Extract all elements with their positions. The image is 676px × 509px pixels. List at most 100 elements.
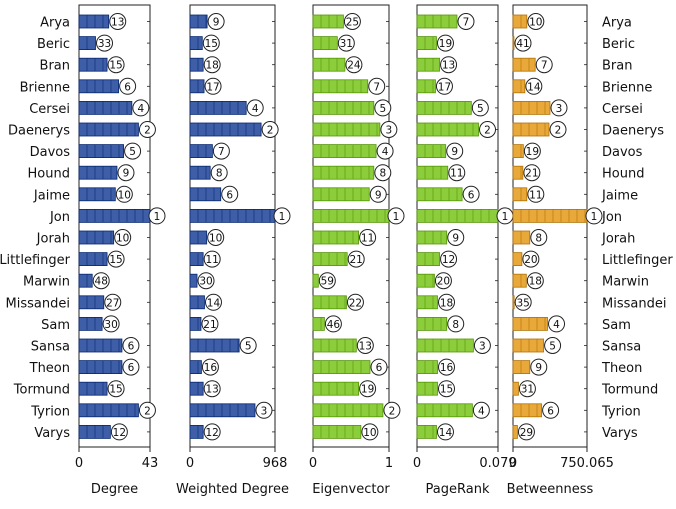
rank-label: 8 — [535, 233, 542, 245]
x-tick-label: 750.065 — [560, 456, 614, 471]
rank-label: 14 — [527, 81, 541, 93]
rank-label: 3 — [261, 405, 268, 417]
rank-label: 7 — [541, 60, 548, 72]
rank-circle — [204, 293, 222, 311]
rank-label: 9 — [452, 233, 459, 245]
bar-group: 21 — [312, 250, 365, 268]
bar — [189, 252, 204, 267]
rank-circle — [548, 315, 566, 333]
rank-circle — [221, 185, 239, 203]
bar-group: 2 — [78, 121, 156, 138]
bar-group: 19 — [512, 142, 541, 160]
bar-group: 48 — [78, 272, 110, 290]
bar-group: 41 — [512, 34, 532, 52]
rank-label: 1 — [591, 211, 598, 223]
rank-label: 59 — [321, 276, 334, 288]
rank-label: 6 — [376, 362, 383, 374]
rank-label: 14 — [207, 297, 221, 309]
bar — [512, 187, 528, 202]
bar-group: 6 — [416, 185, 480, 203]
left-name-label: Cersei — [29, 102, 70, 117]
rank-circle — [201, 358, 219, 376]
rank-circle — [530, 229, 548, 246]
bar — [512, 14, 528, 29]
bar-group: 20 — [416, 272, 452, 290]
bar — [512, 36, 515, 50]
rank-circle — [138, 401, 156, 419]
rank-label: 10 — [116, 233, 129, 245]
rank-label: 15 — [109, 384, 122, 396]
bar-group: 19 — [312, 380, 377, 398]
rank-circle — [434, 272, 452, 290]
rank-circle — [115, 185, 133, 203]
bar-group: 5 — [312, 99, 392, 117]
bar — [416, 424, 437, 439]
x-tick-label: 0.079 — [479, 456, 516, 471]
bar — [78, 338, 123, 353]
bar — [416, 403, 473, 418]
bar — [312, 295, 347, 310]
rank-label: 12 — [442, 254, 455, 266]
bar — [312, 208, 390, 223]
right-name-label: Cersei — [602, 102, 643, 117]
bar-group: 6 — [189, 185, 239, 203]
rank-label: 9 — [375, 189, 382, 201]
right-name-label: Tormund — [601, 383, 658, 398]
rank-circle — [435, 77, 453, 95]
bar — [78, 122, 139, 137]
rank-label: 31 — [340, 38, 353, 50]
bar-group: 30 — [78, 315, 120, 333]
bar — [312, 338, 357, 353]
rank-label: 6 — [128, 341, 135, 353]
bar — [416, 122, 479, 137]
rank-label: 17 — [206, 81, 219, 93]
bar — [416, 381, 438, 396]
bar-group: 2 — [512, 121, 567, 138]
rank-circle — [203, 56, 221, 74]
bar — [189, 403, 256, 418]
rank-label: 2 — [484, 125, 491, 137]
bar-group: 1 — [312, 207, 405, 225]
rank-circle — [473, 337, 491, 354]
rank-circle — [440, 250, 458, 268]
rank-label: 5 — [245, 341, 252, 353]
rank-circle — [457, 13, 475, 30]
bar-group: 11 — [312, 229, 377, 246]
rank-label: 41 — [516, 38, 529, 50]
bar-group: 16 — [416, 358, 456, 376]
rank-circle — [201, 315, 219, 333]
bar — [416, 316, 448, 331]
rank-circle — [337, 34, 355, 52]
right-name-label: Jon — [601, 210, 622, 225]
bar — [416, 273, 435, 288]
rank-label: 9 — [123, 168, 130, 180]
rank-label: 18 — [205, 60, 218, 72]
bar — [512, 381, 519, 396]
rank-label: 21 — [350, 254, 363, 266]
rank-circle — [343, 13, 361, 30]
bar — [512, 338, 544, 353]
bar — [512, 122, 550, 137]
bar-group: 13 — [189, 380, 221, 398]
rank-circle — [207, 13, 225, 30]
bar-group: 12 — [78, 423, 128, 441]
bar — [189, 273, 198, 288]
bar — [78, 165, 118, 180]
bar — [78, 230, 115, 245]
bar — [416, 252, 440, 267]
bar — [189, 230, 208, 245]
rank-label: 10 — [118, 189, 131, 201]
rank-label: 9 — [213, 17, 220, 29]
rank-label: 6 — [124, 81, 131, 93]
bar — [416, 338, 474, 353]
bar-group: 15 — [416, 380, 456, 398]
left-name-label: Arya — [40, 16, 70, 31]
rank-circle — [471, 99, 489, 117]
rank-label: 2 — [267, 125, 274, 137]
left-name-label: Marwin — [23, 275, 70, 290]
rank-circle — [380, 121, 398, 138]
bar — [416, 360, 438, 375]
bar-group: 19 — [416, 34, 454, 52]
